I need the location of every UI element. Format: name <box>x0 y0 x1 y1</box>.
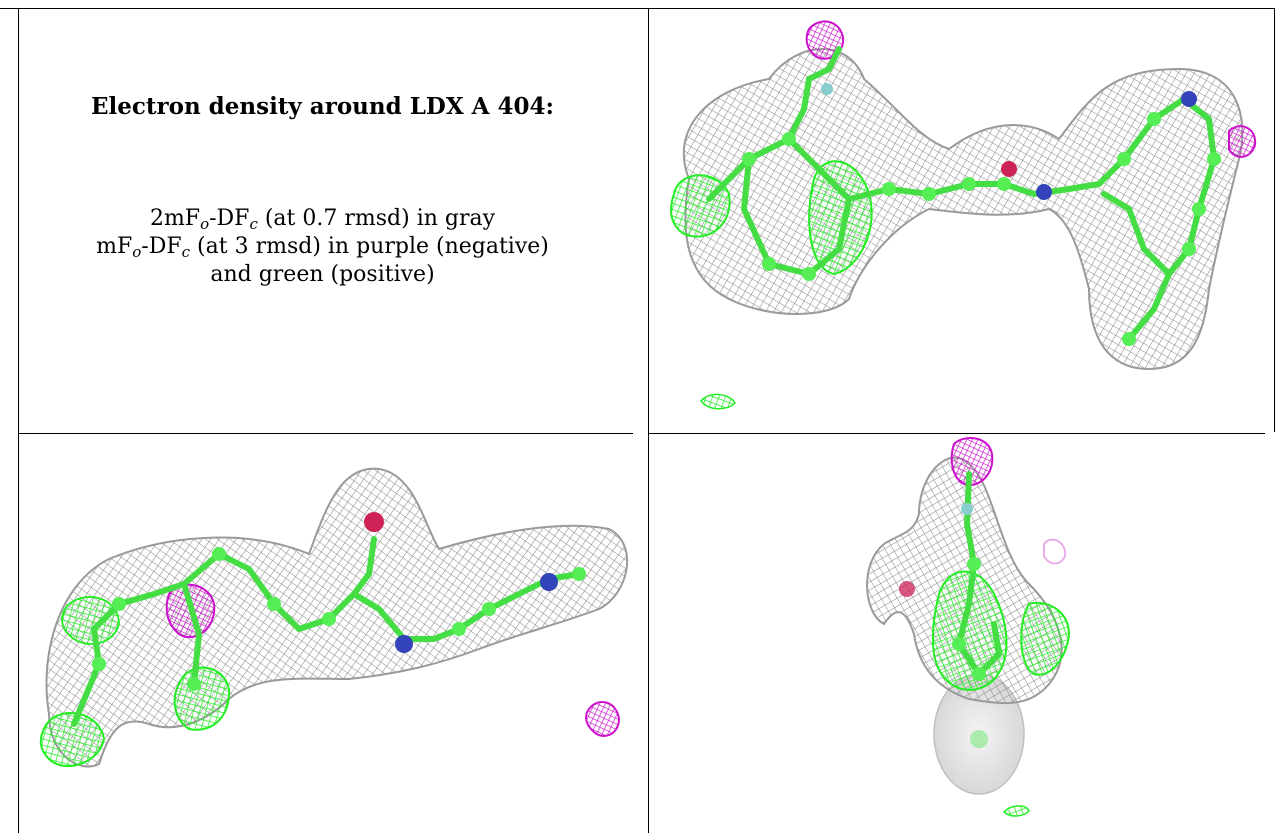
bottom-right-view <box>649 434 1275 833</box>
caption-title: Electron density around LDX A 404: <box>90 93 555 120</box>
grid-left-border <box>18 8 19 833</box>
carbon-atom <box>452 622 466 636</box>
caption-text: (at 0.7 rmsd) in gray <box>257 206 496 231</box>
carbon-atom <box>322 612 336 626</box>
caption-text: -DF <box>141 234 182 259</box>
carbon-atom <box>967 557 981 571</box>
oxygen-atom <box>899 581 915 597</box>
carbon-atom <box>112 597 126 611</box>
density-render-1 <box>670 20 1257 410</box>
grid-middle-divider-left <box>18 433 633 434</box>
carbon-atom <box>1192 202 1206 216</box>
caption-text: -DF <box>209 206 250 231</box>
green-density-blob <box>931 570 1008 691</box>
carbon-atom <box>267 597 281 611</box>
carbon-atom <box>997 177 1011 191</box>
fluorine-atom <box>821 83 833 95</box>
density-render-2 <box>39 467 628 768</box>
bottom-left-view <box>19 434 648 833</box>
green-density-blob <box>1002 805 1030 817</box>
molecule-bonds <box>741 136 852 277</box>
fluorine-atom <box>961 503 973 515</box>
caption-line-1: 2mFo-DFc (at 0.7 rmsd) in gray <box>0 205 645 233</box>
purple-density-blob <box>950 437 994 486</box>
caption-description: 2mFo-DFc (at 0.7 rmsd) in gray mFo-DFc (… <box>0 205 645 289</box>
caption-text: (at 3 rmsd) in purple (negative) <box>190 234 549 259</box>
carbon-atom <box>952 637 966 651</box>
carbon-atom <box>212 547 226 561</box>
green-density-blob <box>173 666 231 731</box>
carbon-atom <box>187 677 201 691</box>
caption-line-3: and green (positive) <box>0 261 645 289</box>
subscript: c <box>249 215 258 233</box>
grid-center-divider <box>648 8 649 833</box>
green-density-blob <box>700 393 736 410</box>
caption-text: and green (positive) <box>210 262 435 287</box>
purple-density-blob <box>585 700 621 737</box>
carbon-atom <box>970 730 988 748</box>
carbon-atom <box>1122 332 1136 346</box>
carbon-atom <box>782 132 796 146</box>
green-density-blob <box>61 596 120 645</box>
carbon-atom <box>922 187 936 201</box>
carbon-atom <box>572 567 586 581</box>
carbon-atom <box>972 667 986 681</box>
gray-density-mesh <box>45 467 628 768</box>
molecule-bonds <box>71 536 377 727</box>
carbon-atom <box>742 152 756 166</box>
green-density-blob <box>39 712 106 768</box>
caption-text: mF <box>96 234 133 259</box>
carbon-atom <box>92 657 106 671</box>
purple-density-blob <box>1043 538 1066 565</box>
carbon-atom <box>762 257 776 271</box>
purple-density-blob <box>1228 125 1257 158</box>
carbon-atom <box>802 267 816 281</box>
carbon-atom <box>962 177 976 191</box>
molecule-bonds <box>956 471 1002 677</box>
nitrogen-atom <box>1181 91 1197 107</box>
subscript: c <box>181 243 191 261</box>
grid-top-border <box>0 8 1275 9</box>
nitrogen-atom <box>540 573 558 591</box>
carbon-atom <box>882 182 896 196</box>
green-density-blob <box>808 160 873 276</box>
top-right-view <box>649 9 1274 432</box>
caption-text: 2mF <box>149 206 201 231</box>
oxygen-atom <box>364 512 384 532</box>
carbon-atom <box>1182 242 1196 256</box>
green-density-blob <box>1020 601 1071 676</box>
density-render-3 <box>866 437 1071 817</box>
subscript: o <box>132 243 142 261</box>
oxygen-atom <box>1001 161 1017 177</box>
subscript: o <box>200 215 210 233</box>
grid-middle-divider-right <box>648 433 1265 434</box>
caption-line-2: mFo-DFc (at 3 rmsd) in purple (negative) <box>0 233 645 261</box>
nitrogen-atom <box>395 635 413 653</box>
molecule-bonds <box>1126 271 1172 342</box>
carbon-atom <box>1147 112 1161 126</box>
carbon-atom <box>482 602 496 616</box>
molecule-bonds <box>181 581 203 687</box>
gray-density-mesh <box>682 48 1244 371</box>
caption-cell: Electron density around LDX A 404: 2mFo-… <box>0 0 645 432</box>
nitrogen-atom <box>1036 184 1052 200</box>
carbon-atom <box>1207 152 1221 166</box>
carbon-atom <box>1117 152 1131 166</box>
